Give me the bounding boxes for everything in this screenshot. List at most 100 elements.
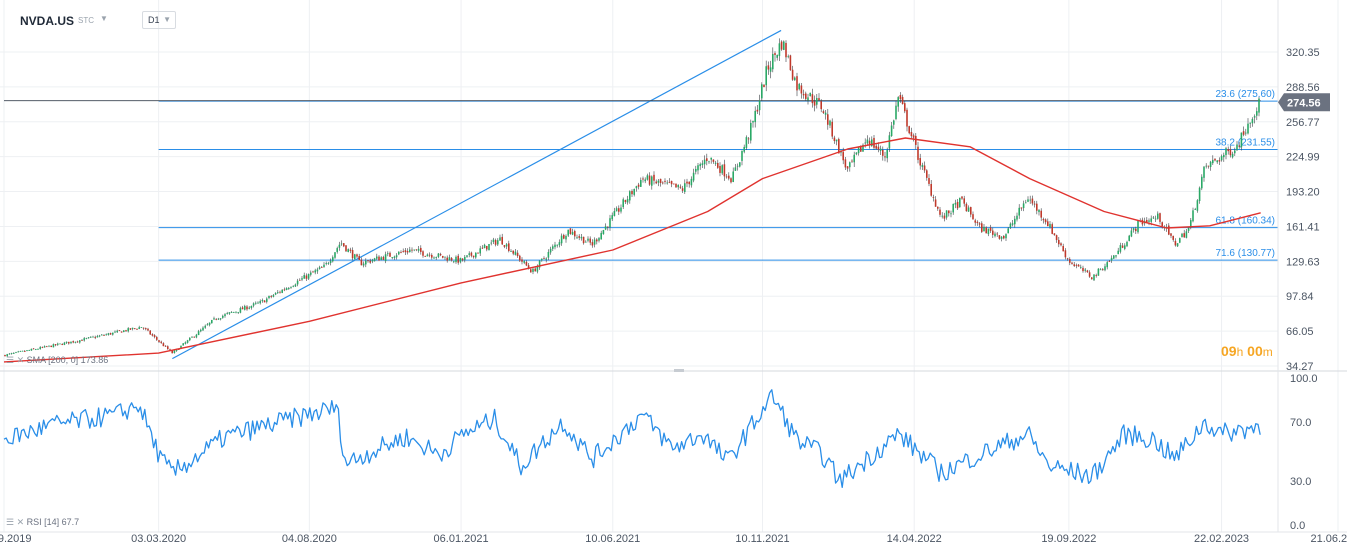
candle-body bbox=[400, 251, 402, 253]
candle-body bbox=[112, 332, 114, 335]
candle-body bbox=[57, 343, 59, 345]
candle-body bbox=[706, 158, 708, 162]
candle-body bbox=[26, 350, 28, 352]
candle-body bbox=[932, 197, 935, 198]
candle-body bbox=[140, 327, 143, 329]
candle-body bbox=[475, 252, 477, 258]
candle-body bbox=[1031, 198, 1034, 204]
candle-body bbox=[956, 201, 959, 209]
candle-body bbox=[1190, 220, 1192, 228]
candle-body bbox=[688, 181, 690, 185]
candle-body bbox=[567, 229, 569, 236]
candle-body bbox=[998, 235, 1001, 239]
candle-body bbox=[1027, 199, 1029, 202]
close-icon[interactable]: ✕ bbox=[16, 517, 25, 527]
candle-body bbox=[334, 252, 336, 258]
rsi-tick-label: 70.0 bbox=[1290, 417, 1311, 429]
candle-body bbox=[349, 249, 352, 251]
candle-body bbox=[1088, 272, 1091, 277]
candle-body bbox=[1132, 228, 1135, 231]
symbol-header: NVDA.US STC ▼ D1 ▼ bbox=[0, 0, 400, 40]
candle-body bbox=[853, 154, 855, 163]
timeframe-select[interactable]: D1 ▼ bbox=[142, 11, 176, 29]
candle-body bbox=[266, 298, 268, 302]
candle-body bbox=[675, 183, 677, 188]
sma-indicator-label[interactable]: ☰ ✕ SMA [200, 0] 173.86 bbox=[6, 355, 108, 366]
candle-body bbox=[800, 85, 803, 94]
candle-body bbox=[923, 165, 926, 171]
chevron-down-icon[interactable]: ▼ bbox=[100, 14, 108, 23]
close-icon[interactable]: ✕ bbox=[16, 355, 25, 365]
candle-body bbox=[371, 260, 374, 262]
fib-label: 38.2 (231.55) bbox=[1216, 137, 1276, 148]
symbol-label[interactable]: NVDA.US bbox=[20, 14, 75, 28]
candle-body bbox=[279, 291, 281, 293]
candle-body bbox=[1106, 262, 1108, 268]
candle-body bbox=[596, 239, 598, 242]
candle-body bbox=[446, 257, 448, 261]
exchange-label[interactable]: STC bbox=[78, 16, 94, 25]
candle-body bbox=[450, 258, 453, 261]
candle-body bbox=[783, 41, 785, 50]
candle-body bbox=[439, 254, 442, 256]
candle-body bbox=[327, 263, 330, 264]
candle-body bbox=[263, 300, 266, 303]
candle-body bbox=[747, 138, 750, 140]
candle-body bbox=[129, 328, 132, 330]
countdown-minutes: 00 bbox=[1247, 343, 1263, 359]
candle-body bbox=[959, 197, 961, 208]
candle-body bbox=[437, 253, 440, 257]
candles bbox=[4, 38, 1260, 357]
candle-body bbox=[457, 255, 459, 263]
menu-icon[interactable]: ☰ bbox=[6, 355, 15, 365]
candle-body bbox=[162, 343, 165, 347]
candle-body bbox=[736, 165, 739, 167]
candle-body bbox=[890, 125, 893, 137]
candle-body bbox=[666, 182, 668, 184]
candle-body bbox=[582, 236, 585, 244]
candle-body bbox=[1042, 219, 1045, 221]
candle-body bbox=[842, 152, 844, 161]
y-tick-label: 34.27 bbox=[1286, 361, 1314, 373]
candle-body bbox=[758, 100, 761, 111]
candle-body bbox=[107, 333, 110, 335]
candle-body bbox=[532, 268, 534, 272]
candle-body bbox=[354, 254, 356, 260]
candle-body bbox=[549, 248, 552, 253]
candle-body bbox=[996, 233, 998, 235]
candle-body bbox=[411, 249, 413, 251]
candle-body bbox=[659, 178, 662, 183]
candle-body bbox=[780, 41, 783, 50]
menu-icon[interactable]: ☰ bbox=[6, 517, 15, 527]
candle-body bbox=[448, 257, 451, 261]
candle-body bbox=[1183, 233, 1185, 238]
candle-body bbox=[1249, 122, 1251, 124]
rsi-indicator-label[interactable]: ☰ ✕ RSI [14] 67.7 bbox=[6, 517, 79, 528]
candle-body bbox=[1053, 233, 1056, 236]
candle-body bbox=[899, 95, 902, 100]
candle-body bbox=[461, 258, 464, 261]
candle-body bbox=[1062, 246, 1064, 252]
candle-body bbox=[206, 324, 209, 326]
candle-body bbox=[547, 251, 550, 258]
candle-body bbox=[376, 256, 378, 259]
candle-body bbox=[1126, 241, 1128, 247]
candle-body bbox=[1108, 261, 1111, 263]
candle-body bbox=[613, 211, 616, 216]
candle-body bbox=[428, 254, 431, 256]
candle-body bbox=[151, 334, 154, 336]
candle-body bbox=[761, 84, 763, 99]
candle-body bbox=[391, 257, 393, 259]
candle-body bbox=[611, 215, 613, 220]
candle-body bbox=[721, 165, 723, 174]
candle-body bbox=[105, 334, 107, 336]
candle-body bbox=[413, 249, 415, 251]
candle-body bbox=[1058, 239, 1060, 245]
candle-body bbox=[1099, 269, 1102, 271]
candle-body bbox=[384, 254, 387, 262]
candle-body bbox=[301, 278, 303, 280]
candle-body bbox=[1168, 225, 1170, 235]
candle-body bbox=[197, 331, 200, 336]
candle-body bbox=[417, 248, 420, 251]
candle-body bbox=[838, 139, 840, 154]
